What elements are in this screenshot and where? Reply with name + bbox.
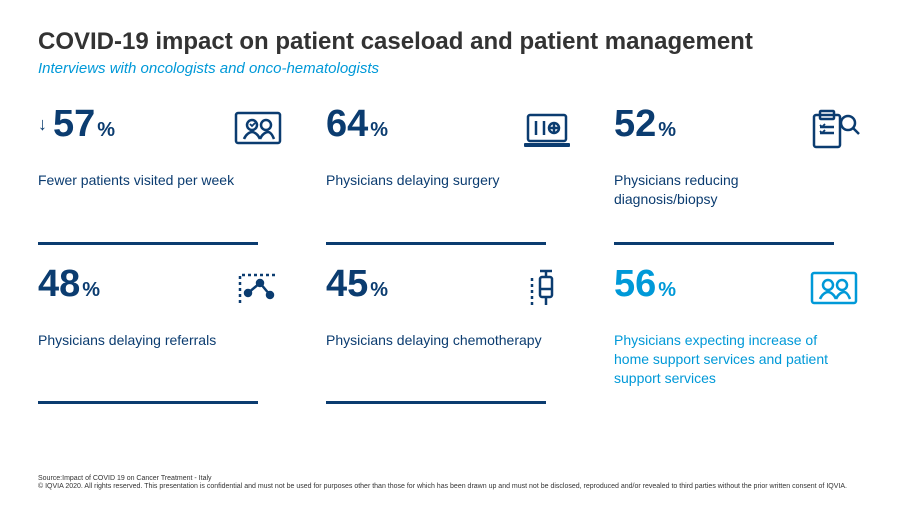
stat-pct: %: [97, 119, 115, 142]
down-arrow-icon: ↓: [38, 114, 47, 135]
stat-value: 64: [326, 105, 368, 143]
footer-copyright: © IQVIA 2020. All rights reserved. This …: [38, 483, 862, 492]
stat-label: Physicians expecting increase of home su…: [614, 331, 834, 388]
slide-title: COVID-19 impact on patient caseload and …: [38, 28, 862, 56]
chemotherapy-icon: [518, 265, 574, 311]
stat-fewer-patients: ↓ 57 % Fewer patients visited per week: [38, 105, 286, 265]
stat-delaying-chemotherapy: 45 % Physicians delaying chemotherapy: [326, 265, 574, 424]
footer-source: Source:Impact of COVID 19 on Cancer Trea…: [38, 475, 862, 484]
patients-icon: [230, 105, 286, 151]
stat-label: Physicians delaying chemotherapy: [326, 331, 546, 350]
surgery-icon: [518, 105, 574, 151]
stat-label: Physicians reducing diagnosis/biopsy: [614, 171, 834, 209]
stat-label: Physicians delaying surgery: [326, 171, 546, 190]
stat-divider: [38, 401, 258, 404]
stat-reducing-diagnosis: 52 % Physicians reducing diagnosis/biops…: [614, 105, 862, 265]
stat-value: 57: [53, 105, 95, 143]
stat-divider: [38, 242, 258, 245]
stat-delaying-surgery: 64 % Physicians delaying surgery: [326, 105, 574, 265]
stat-label: Fewer patients visited per week: [38, 171, 258, 190]
stat-pct: %: [370, 279, 388, 302]
stat-pct: %: [82, 279, 100, 302]
stat-value: 56: [614, 265, 656, 303]
stat-value: 52: [614, 105, 656, 143]
stat-pct: %: [370, 119, 388, 142]
slide: COVID-19 impact on patient caseload and …: [0, 0, 900, 506]
stat-divider: [326, 242, 546, 245]
stats-grid: ↓ 57 % Fewer patients visited per week: [38, 105, 862, 424]
stat-pct: %: [658, 279, 676, 302]
stat-value: 48: [38, 265, 80, 303]
stat-divider: [614, 242, 834, 245]
home-support-icon: [806, 265, 862, 311]
footer: Source:Impact of COVID 19 on Cancer Trea…: [38, 475, 862, 493]
stat-delaying-referrals: 48 % Physicians delaying referrals: [38, 265, 286, 424]
stat-divider: [326, 401, 546, 404]
stat-label: Physicians delaying referrals: [38, 331, 258, 350]
slide-subtitle: Interviews with oncologists and onco-hem…: [38, 60, 862, 77]
stat-pct: %: [658, 119, 676, 142]
referrals-icon: [230, 265, 286, 311]
stat-home-support: 56 % Physicians expecting increase of ho…: [614, 265, 862, 424]
diagnosis-icon: [806, 105, 862, 151]
stat-value: 45: [326, 265, 368, 303]
